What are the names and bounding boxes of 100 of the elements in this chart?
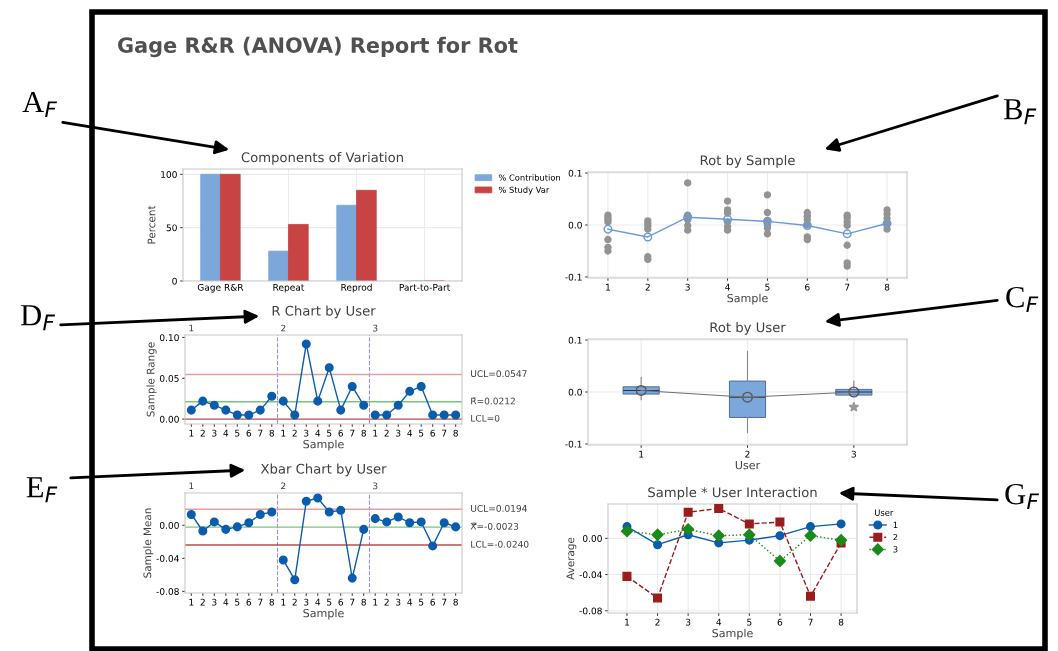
x-tick-label: 3 <box>212 598 217 606</box>
x-tick-label: 8 <box>361 598 366 606</box>
y-tick-label: -0.1 <box>565 273 582 281</box>
ref-line-label: LCL=0 <box>471 414 500 422</box>
x-tick-label: 8 <box>884 283 890 291</box>
x-tick-label: Repeat <box>273 284 305 293</box>
x-tick-label: 8 <box>361 429 366 437</box>
x-tick-label: 7 <box>442 429 447 437</box>
x-tick-label: 3 <box>851 450 856 458</box>
y-tick-label: 50 <box>166 224 177 232</box>
y-tick-label: 0.1 <box>568 336 582 344</box>
x-tick-label: 2 <box>645 283 650 291</box>
x-tick-label: Gage R&R <box>197 283 244 293</box>
y-tick-label: 0.0 <box>568 221 582 229</box>
y-tick-label: -0.04 <box>156 555 179 562</box>
x-tick-label: 4 <box>407 598 413 606</box>
y-tick-label: 0.10 <box>159 334 179 342</box>
x-tick-label: 1 <box>189 598 194 606</box>
x-tick-label: 3 <box>685 618 691 626</box>
x-axis-title: User <box>735 461 761 470</box>
x-tick-label: 4 <box>223 429 229 437</box>
y-tick-label: 0 <box>172 277 177 285</box>
y-tick-label: 0.0 <box>568 388 582 396</box>
x-tick-label: 6 <box>805 283 810 291</box>
y-tick-label: 100 <box>161 171 177 178</box>
legend-label: % Contribution <box>498 174 561 181</box>
x-axis-title: Sample <box>727 293 768 305</box>
y-axis-title: Average <box>566 537 577 580</box>
x-tick-label: Part-to-Part <box>399 284 451 291</box>
text: 2 <box>281 324 286 332</box>
x-tick-label: 5 <box>419 429 424 437</box>
chart-title: Rot by Sample <box>700 155 795 168</box>
x-tick-label: 8 <box>838 618 844 626</box>
legend-label: 1 <box>893 521 898 528</box>
x-tick-label: 1 <box>639 450 644 458</box>
y-tick-label: -0.1 <box>565 440 582 448</box>
x-tick-label: 6 <box>430 429 435 437</box>
x-tick-label: 1 <box>625 618 629 626</box>
x-tick-label: 6 <box>246 598 252 606</box>
y-tick-label: 0.1 <box>568 169 582 177</box>
legend-label: 2 <box>893 533 898 541</box>
y-tick-label: 0.00 <box>159 415 179 423</box>
text: C$_{F}$ <box>1006 286 1039 313</box>
x-tick-label: 1 <box>281 598 286 606</box>
ref-line-label: UCL=0.0547 <box>471 370 527 378</box>
x-tick-label: 2 <box>292 598 297 606</box>
x-tick-label: 4 <box>223 598 229 606</box>
x-tick-label: 5 <box>235 429 240 437</box>
x-tick-label: 4 <box>725 283 730 291</box>
text: 3 <box>373 482 378 490</box>
x-tick-label: 8 <box>269 598 275 606</box>
text: 2 <box>281 482 286 490</box>
x-axis-title: Sample <box>712 628 753 640</box>
y-tick-label: 0.00 <box>159 521 179 529</box>
x-tick-label: 5 <box>419 598 424 606</box>
x-tick-label: 4 <box>407 429 413 437</box>
text: D$_{F}$ <box>21 305 56 331</box>
x-tick-label: 4 <box>315 429 321 437</box>
chart-title: Rot by User <box>710 322 786 335</box>
x-tick-label: 8 <box>453 598 458 606</box>
x-tick-label: 7 <box>442 598 447 606</box>
text: 3 <box>373 324 378 332</box>
x-tick-label: 6 <box>338 429 344 437</box>
x-tick-label: 3 <box>304 598 309 606</box>
x-tick-label: 8 <box>269 429 275 437</box>
x-tick-label: 1 <box>373 598 378 606</box>
x-tick-label: 6 <box>430 598 435 606</box>
x-tick-label: 7 <box>845 283 850 291</box>
legend-title: User <box>875 509 894 516</box>
chart-title: Xbar Chart by User <box>260 463 387 477</box>
x-tick-label: 2 <box>200 598 205 606</box>
y-tick-label: -0.08 <box>579 607 602 615</box>
y-tick-label: -0.08 <box>156 588 179 595</box>
y-axis-title: Sample Mean <box>143 508 154 578</box>
y-tick-label: -0.04 <box>579 571 602 579</box>
text: B$_{F}$ <box>1003 99 1037 125</box>
x-tick-label: 3 <box>304 429 309 437</box>
x-tick-label: 5 <box>765 283 770 291</box>
x-tick-label: 2 <box>745 450 750 458</box>
chart-title: R Chart by User <box>272 305 376 319</box>
x-tick-label: 7 <box>808 618 813 626</box>
x-tick-label: 3 <box>685 283 690 291</box>
text: E$_{F}$ <box>26 477 58 503</box>
x-tick-label: 5 <box>327 429 332 437</box>
x-tick-label: 8 <box>453 429 458 437</box>
x-tick-label: 2 <box>384 598 389 606</box>
y-axis-title: Percent <box>147 205 156 244</box>
x-tick-label: 1 <box>281 429 286 437</box>
x-tick-label: 4 <box>716 618 722 626</box>
x-tick-label: 7 <box>258 429 263 437</box>
chart-title: Components of Variation <box>241 152 403 165</box>
y-tick-label: 0.05 <box>159 375 179 382</box>
x-tick-label: 5 <box>747 618 752 626</box>
x-axis-title: Sample <box>303 608 344 620</box>
chart-title: Sample * User Interaction <box>648 487 817 500</box>
x-tick-label: 3 <box>396 429 401 437</box>
x-tick-label: 1 <box>189 429 194 437</box>
x-tick-label: 4 <box>315 598 321 606</box>
x-tick-label: 7 <box>350 598 355 606</box>
x-tick-label: 6 <box>338 598 344 606</box>
